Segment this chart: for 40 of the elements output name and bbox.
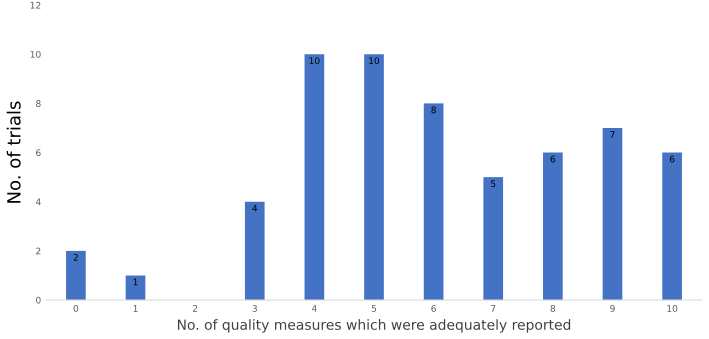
x-tick-label: 0 <box>74 305 78 312</box>
x-tick-label: 2 <box>192 305 198 312</box>
y-tick-label: 4 <box>36 198 41 206</box>
bar <box>304 54 324 300</box>
bar <box>602 128 622 300</box>
data-label: 1 <box>134 278 138 286</box>
x-tick-label: 3 <box>252 305 257 312</box>
y-tick-label: 8 <box>36 100 41 107</box>
x-tick-label: 10 <box>667 305 678 312</box>
data-label: 8 <box>431 106 436 114</box>
data-label: 4 <box>252 204 258 212</box>
bar <box>364 54 384 300</box>
x-axis-title: No. of quality measures which were adequately reported <box>178 319 570 333</box>
data-label: 2 <box>74 254 78 261</box>
x-tick-label: 6 <box>431 305 436 312</box>
data-label: 10 <box>369 57 380 64</box>
y-tick-label: 12 <box>30 2 40 9</box>
bar <box>483 177 504 300</box>
bar <box>244 202 265 300</box>
x-tick-label: 8 <box>550 305 556 312</box>
bar <box>66 250 86 300</box>
y-tick-label: 10 <box>30 50 41 58</box>
x-tick-label: 1 <box>134 305 138 312</box>
y-axis-title: No. of trials <box>6 101 21 203</box>
x-tick-label: 4 <box>312 305 317 312</box>
data-label: 10 <box>310 57 320 64</box>
bar <box>126 275 146 300</box>
x-tick-label: 7 <box>491 305 496 312</box>
bar <box>424 103 444 300</box>
data-label: 5 <box>491 180 496 188</box>
x-tick-label: 9 <box>610 305 615 312</box>
x-tick-label: 5 <box>372 305 376 312</box>
data-label: 6 <box>670 156 674 162</box>
data-label: 7 <box>610 131 615 138</box>
y-tick-label: 0 <box>36 296 41 304</box>
y-tick-label: 2 <box>36 248 40 254</box>
bar <box>543 152 563 300</box>
bar <box>662 152 682 300</box>
data-label: 6 <box>550 156 556 162</box>
y-tick-label: 6 <box>36 149 41 156</box>
